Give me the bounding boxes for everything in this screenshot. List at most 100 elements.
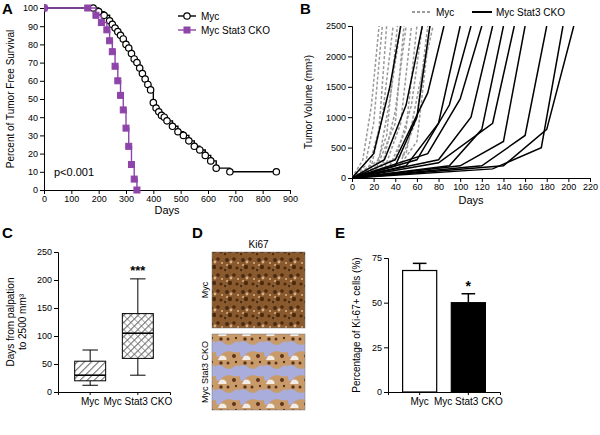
tick-mark: [40, 117, 44, 118]
tick: 800: [256, 190, 271, 204]
tick-mark: [348, 148, 352, 149]
legend-marker: [184, 27, 190, 33]
tick: 0: [42, 190, 47, 204]
error-bar: [468, 294, 470, 303]
tick-mark: [384, 347, 388, 348]
tick: 500: [174, 190, 189, 204]
tick-label: 220: [583, 182, 598, 192]
tumor-growth-line: [352, 26, 382, 178]
tick: 120: [475, 178, 490, 192]
marker: [104, 27, 110, 33]
panel-label: E: [335, 224, 345, 241]
tick: 60: [412, 178, 422, 192]
marker: [273, 169, 279, 175]
tumor-growth-line: [352, 26, 493, 178]
figure: 0100200300400500600700800900010203040506…: [0, 0, 600, 435]
tick: 200: [37, 275, 58, 285]
whisker: [137, 279, 138, 314]
tick-label: 10: [28, 167, 38, 177]
marker: [213, 165, 219, 171]
marker: [208, 158, 214, 164]
marker: [134, 187, 140, 193]
annotation: *: [466, 278, 472, 294]
legend-swatch: [472, 11, 492, 13]
marker: [169, 123, 175, 129]
tick: 60: [28, 76, 44, 86]
tick-label: 30: [28, 131, 38, 141]
tumor-growth-line: [352, 26, 422, 178]
plot-area: [352, 26, 574, 178]
tick-label: 900: [283, 194, 298, 204]
tick: 900: [283, 190, 298, 204]
marker: [123, 125, 129, 131]
tick-mark: [419, 392, 420, 395]
axis-line: [54, 253, 59, 393]
marker: [126, 143, 132, 149]
tumor-growth-line: [352, 26, 460, 178]
tick: 50: [372, 298, 388, 308]
micrograph: [212, 252, 305, 328]
tick-label: 500: [174, 194, 189, 204]
tick-label: 25: [372, 343, 382, 353]
tick: 600: [201, 190, 216, 204]
median: [122, 332, 153, 334]
marker: [118, 92, 124, 98]
tick-label: 400: [146, 194, 161, 204]
panel-a: 0100200300400500600700800900010203040506…: [23, 3, 298, 216]
x-axis: 0100200300400500600700800900: [42, 190, 298, 204]
tick: 1000: [326, 113, 352, 123]
whisker: [137, 358, 138, 375]
tick: Myc: [410, 392, 428, 407]
survival-line: [44, 8, 276, 172]
panel-label: D: [192, 224, 203, 241]
x-axis: 020406080100120140160180200220: [350, 178, 598, 192]
tick: 0: [47, 387, 58, 397]
tick: 40: [28, 113, 44, 123]
tick: 1500: [326, 82, 352, 92]
tumor-growth-line: [352, 26, 503, 178]
tick-label: 0: [42, 194, 47, 204]
tick-label: 200: [561, 182, 576, 192]
marker: [202, 152, 208, 158]
tumor-growth-line: [352, 26, 397, 178]
panel-c: 050100150200250MycMyc Stat3 CKO***: [37, 247, 173, 407]
axis-line: [45, 191, 291, 195]
axis-title: Tumor Volume (mm³): [303, 55, 314, 149]
tick-label: 50: [28, 94, 38, 104]
marker: [112, 63, 118, 69]
tick: 500: [331, 143, 352, 153]
tumor-growth-line: [352, 26, 401, 178]
tumor-growth-line: [352, 26, 387, 178]
tick-label: Myc Stat3 CKO: [103, 396, 172, 407]
tick: 100: [23, 3, 44, 13]
y-axis: 0255075: [372, 253, 389, 397]
panel-label: C: [2, 224, 13, 241]
tick-label: 500: [331, 143, 346, 153]
tick: 30: [28, 131, 44, 141]
tick: 0: [377, 387, 388, 397]
tick-label: 100: [453, 182, 468, 192]
legend-marker: [184, 13, 190, 19]
tumor-growth-line: [352, 26, 401, 178]
tick: 150: [37, 303, 58, 313]
tick-mark: [40, 135, 44, 136]
legend-label: Myc: [201, 11, 219, 22]
tick: 100: [64, 190, 79, 204]
tick-label: 0: [350, 182, 355, 192]
axis-line: [384, 259, 389, 393]
tick: 80: [434, 178, 444, 192]
tumor-growth-line: [352, 26, 430, 178]
error-cap: [413, 263, 427, 265]
tick-label: 60: [412, 182, 422, 192]
bar: [451, 303, 485, 392]
tick-label: Myc: [81, 396, 99, 407]
legend-label: Myc Stat3 CKO: [201, 25, 270, 36]
tick: 90: [28, 22, 44, 32]
row-label: Myc Stat3 CKO: [200, 341, 210, 403]
tick-mark: [40, 190, 44, 191]
tick: 10: [28, 167, 44, 177]
micrograph: [212, 334, 305, 410]
marker: [85, 5, 91, 11]
tick: 50: [28, 94, 44, 104]
y-axis: 050100150200250: [37, 247, 59, 397]
